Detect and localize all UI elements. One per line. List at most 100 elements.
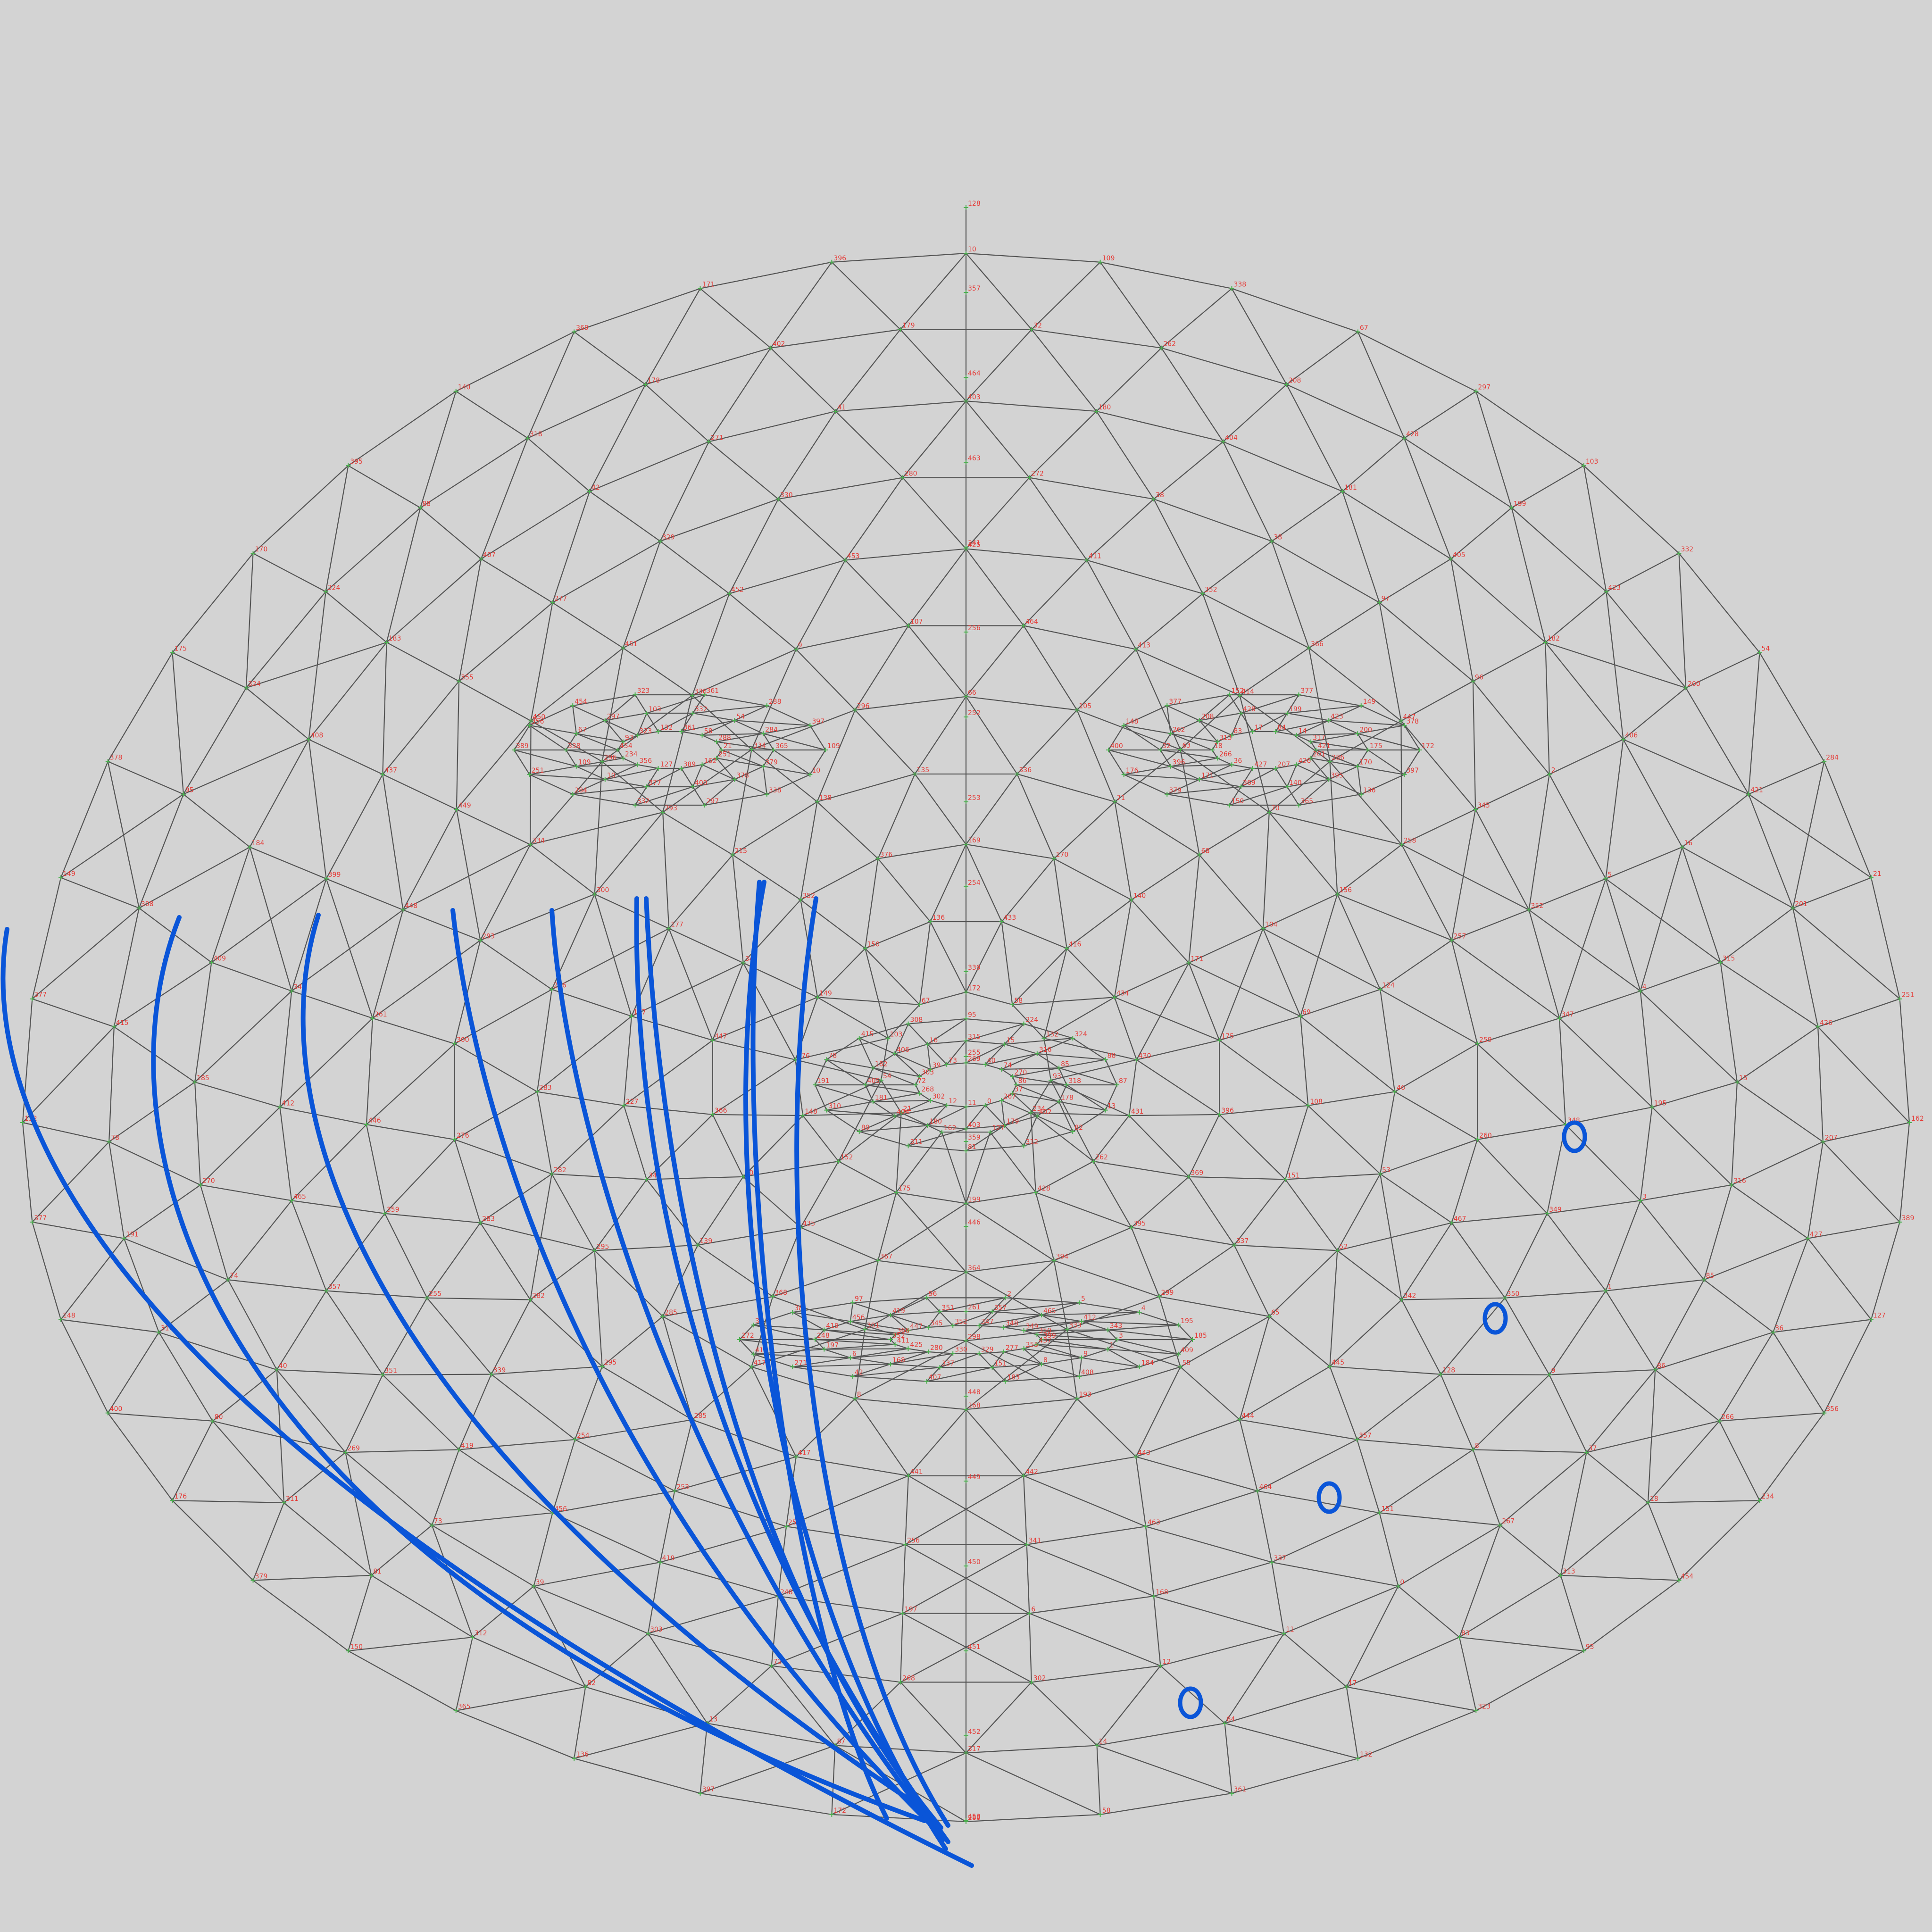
mesh-edge (817, 948, 866, 998)
mesh-edge (979, 1325, 1004, 1328)
mesh-edge (1558, 1018, 1566, 1125)
mesh-node-label: 284 (765, 726, 778, 733)
mesh-edge (895, 1113, 902, 1193)
mesh-edge (697, 1176, 744, 1246)
mesh-node-label: 38 (794, 1305, 803, 1312)
mesh-edge (1440, 1297, 1506, 1375)
mesh-edge (1271, 491, 1343, 542)
mesh-node (1229, 286, 1234, 291)
mesh-node (1094, 1743, 1099, 1748)
mesh-edge (1606, 591, 1624, 740)
mesh-edge (855, 696, 966, 711)
mesh-node-label: 132 (1360, 1751, 1373, 1758)
mesh-node-label: 337 (1236, 1238, 1249, 1245)
mesh-edge (1473, 1449, 1587, 1453)
mesh-edge (1001, 921, 1067, 949)
mesh-node (1771, 1330, 1776, 1335)
mesh-edge (992, 1363, 1042, 1368)
mesh-node (489, 1372, 494, 1377)
mesh-edge (645, 384, 709, 442)
mesh-edge (1160, 733, 1171, 750)
mesh-node-label: 288 (718, 734, 731, 742)
mesh-edge (601, 761, 663, 813)
mesh-edge (291, 878, 327, 991)
mesh-node-label: 8 (1043, 1357, 1048, 1364)
mesh-edge (826, 1038, 860, 1060)
mesh-node-label: 296 (604, 754, 617, 762)
mesh-edge (1153, 499, 1272, 542)
mesh-edge (1054, 1227, 1132, 1261)
mesh-edge (536, 1091, 552, 1174)
mesh-edge (1241, 694, 1299, 714)
mesh-node-label: 97 (855, 1295, 863, 1303)
mesh-node-label: 303 (650, 1626, 663, 1633)
mesh-edge (481, 491, 590, 559)
mesh-edge (1298, 779, 1329, 806)
mesh-node-label: 283 (539, 1084, 552, 1092)
mesh-edge (384, 1139, 455, 1214)
mesh-edge (660, 1562, 779, 1597)
mesh-node-label: 378 (1406, 718, 1419, 725)
mesh-edge (1076, 649, 1137, 711)
mesh-node-label: 234 (1033, 1105, 1045, 1113)
mesh-node-label: 361 (1233, 1786, 1246, 1793)
mesh-node (1002, 1041, 1007, 1047)
mesh-edge (966, 1125, 1005, 1130)
mesh-edge (589, 441, 709, 492)
mesh-edge (966, 696, 1077, 711)
mesh-node (528, 718, 533, 724)
mesh-edge (1655, 1369, 1720, 1422)
mesh-node (964, 1394, 968, 1399)
mesh-node (1868, 1317, 1874, 1322)
mesh-node-label: 32 (1162, 742, 1171, 750)
mesh-edge (792, 1312, 824, 1331)
mesh-node-label: 185 (1194, 1332, 1207, 1340)
mesh-node (964, 969, 968, 974)
mesh-edge (325, 878, 373, 1019)
mesh-node (719, 748, 724, 752)
mesh-edge (1145, 1526, 1272, 1563)
mesh-edge (1720, 908, 1793, 963)
mesh-edge (1058, 1084, 1067, 1102)
mesh-edge (158, 1332, 213, 1422)
mesh-edge (927, 1044, 947, 1065)
mesh-node-label: 52 (1339, 1243, 1348, 1250)
mesh-node (906, 1473, 911, 1478)
mesh-edge (382, 681, 459, 775)
mesh-node-label: 82 (1074, 1124, 1083, 1132)
mesh-edge (1202, 541, 1273, 594)
mesh-node (122, 1236, 127, 1241)
mesh-node-label: 352 (802, 892, 815, 900)
mesh-node (170, 650, 175, 655)
mesh-edge (1824, 761, 1872, 878)
mesh-edge (1440, 1374, 1474, 1450)
mesh-edge (908, 625, 966, 697)
mesh-node-label: 446 (968, 1219, 981, 1226)
mesh-edge (1030, 1080, 1051, 1113)
mesh-edge (1114, 801, 1200, 856)
mesh-edge (60, 1319, 108, 1414)
mesh-node-label: 419 (662, 1555, 675, 1562)
mesh-node-label: 108 (1310, 1098, 1323, 1106)
mesh-edge (1401, 1222, 1452, 1300)
mesh-node-label: 104 (1265, 921, 1278, 929)
mesh-edge (1299, 1016, 1309, 1106)
mesh-edge (514, 725, 530, 750)
mesh-node (30, 1219, 35, 1224)
mesh-node (1070, 1129, 1075, 1134)
mesh-node (105, 759, 110, 764)
mesh-edge (859, 1131, 908, 1147)
mesh-edge (158, 1332, 277, 1371)
mesh-edge (1005, 1375, 1080, 1382)
mesh-node-label: 181 (875, 1094, 888, 1102)
mesh-edge (908, 1475, 1027, 1545)
mesh-node (1021, 623, 1026, 628)
mesh-edge (691, 1366, 752, 1420)
mesh-edge (1030, 1112, 1094, 1162)
mesh-node-label: 208 (1201, 713, 1214, 720)
mesh-node-label: 201 (1313, 750, 1325, 758)
mesh-node (679, 766, 684, 771)
mesh-edge (432, 1524, 534, 1587)
mesh-node (1255, 1488, 1260, 1493)
mesh-edge (1299, 694, 1361, 707)
